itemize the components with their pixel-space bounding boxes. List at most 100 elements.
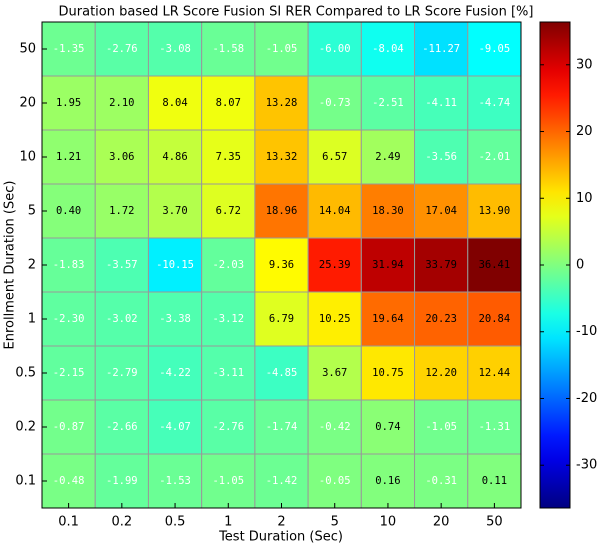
cell-label: 1.21 xyxy=(56,151,81,163)
cell-label: 36.41 xyxy=(479,259,511,271)
cell-label: -1.99 xyxy=(106,475,138,487)
cell xyxy=(41,75,96,131)
cell-label: -4.22 xyxy=(159,367,191,379)
cell-label: -2.76 xyxy=(212,421,244,433)
cell xyxy=(467,399,522,455)
cell xyxy=(360,345,416,401)
cell-label: 10.25 xyxy=(319,313,351,325)
cell xyxy=(307,237,362,293)
x-tick-label: 0.5 xyxy=(165,515,186,530)
cell-label: -1.05 xyxy=(266,43,298,55)
cell xyxy=(467,291,522,347)
cell xyxy=(360,453,416,509)
cell-label: -3.11 xyxy=(212,367,244,379)
cell-label: 0.11 xyxy=(482,475,507,487)
y-tick-label: 1 xyxy=(28,312,36,327)
cell xyxy=(201,183,256,239)
cell-label: -0.42 xyxy=(319,421,351,433)
cell-label: -4.07 xyxy=(159,421,191,433)
cell-label: -4.74 xyxy=(479,97,511,109)
colorbar-tick-label: 20 xyxy=(576,124,593,139)
cell-label: 4.86 xyxy=(162,151,187,163)
cell xyxy=(307,453,362,509)
cell xyxy=(94,129,149,185)
cell-label: -3.57 xyxy=(106,259,138,271)
x-tick-label: 0.2 xyxy=(111,515,132,530)
cell xyxy=(414,75,469,131)
cell xyxy=(360,75,416,131)
cell-label: 0.16 xyxy=(375,475,400,487)
y-tick-label: 0.2 xyxy=(15,420,36,435)
cell-label: -2.15 xyxy=(53,367,85,379)
cell-label: 12.20 xyxy=(425,367,457,379)
cell xyxy=(94,345,149,401)
cell-label: -0.87 xyxy=(53,421,85,433)
cell-label: 14.04 xyxy=(319,205,351,217)
cell-label: -4.11 xyxy=(425,97,457,109)
cell xyxy=(201,291,256,347)
cell-label: -3.38 xyxy=(159,313,191,325)
cell xyxy=(41,291,96,347)
x-tick-label: 0.1 xyxy=(58,515,79,530)
cell xyxy=(94,21,149,77)
cell-label: -0.73 xyxy=(319,97,351,109)
x-tick-label: 50 xyxy=(486,515,503,530)
colorbar-tick-label: -30 xyxy=(576,458,597,473)
cell-label: -3.56 xyxy=(425,151,457,163)
cell-label: -2.01 xyxy=(479,151,511,163)
cell xyxy=(41,21,96,77)
cell-label: 3.06 xyxy=(109,151,134,163)
cell-label: 1.95 xyxy=(56,97,81,109)
cell xyxy=(147,399,203,455)
cell xyxy=(147,291,203,347)
cell-label: 17.04 xyxy=(425,205,457,217)
cell-label: -2.79 xyxy=(106,367,138,379)
cell xyxy=(414,21,469,77)
cell xyxy=(201,453,256,509)
cell xyxy=(41,237,96,293)
cell-label: -8.04 xyxy=(372,43,404,55)
colorbar-tick-label: 0 xyxy=(576,258,584,273)
cell-label: 8.07 xyxy=(216,97,241,109)
cell-label: -3.12 xyxy=(212,313,244,325)
cell xyxy=(201,399,256,455)
cell xyxy=(307,21,362,77)
cell-label: -4.85 xyxy=(266,367,298,379)
cell xyxy=(467,75,522,131)
cell-label: 13.28 xyxy=(266,97,298,109)
cell-label: 13.90 xyxy=(479,205,511,217)
cell-label: -2.03 xyxy=(212,259,244,271)
cell-label: 20.84 xyxy=(479,313,511,325)
cell xyxy=(41,183,96,239)
cell-label: 9.36 xyxy=(269,259,294,271)
cell-label: 7.35 xyxy=(216,151,241,163)
cell-label: -3.08 xyxy=(159,43,191,55)
cell xyxy=(254,291,309,347)
cell-label: -1.35 xyxy=(53,43,85,55)
cell xyxy=(254,399,309,455)
colorbar-tick-label: -20 xyxy=(576,391,597,406)
cell-label: 6.79 xyxy=(269,313,294,325)
y-tick-label: 0.1 xyxy=(15,474,36,489)
cell-label: 8.04 xyxy=(162,97,187,109)
cell xyxy=(41,345,96,401)
y-axis-label: Enrollment Duration (Sec) xyxy=(3,181,18,350)
cell xyxy=(360,399,416,455)
cell-label: -1.58 xyxy=(212,43,244,55)
cell xyxy=(254,345,309,401)
cell-label: -1.74 xyxy=(266,421,298,433)
cell xyxy=(254,75,309,131)
cell-label: -2.51 xyxy=(372,97,404,109)
cell-label: 0.74 xyxy=(375,421,400,433)
cell-label: 19.64 xyxy=(372,313,404,325)
cell-label: 25.39 xyxy=(319,259,351,271)
cell xyxy=(147,237,203,293)
cell-label: -1.05 xyxy=(212,475,244,487)
cell-label: -0.05 xyxy=(319,475,351,487)
cell-label: -6.00 xyxy=(319,43,351,55)
cell xyxy=(94,453,149,509)
cell-label: -0.31 xyxy=(425,475,457,487)
cell xyxy=(147,453,203,509)
cell-label: -2.76 xyxy=(106,43,138,55)
